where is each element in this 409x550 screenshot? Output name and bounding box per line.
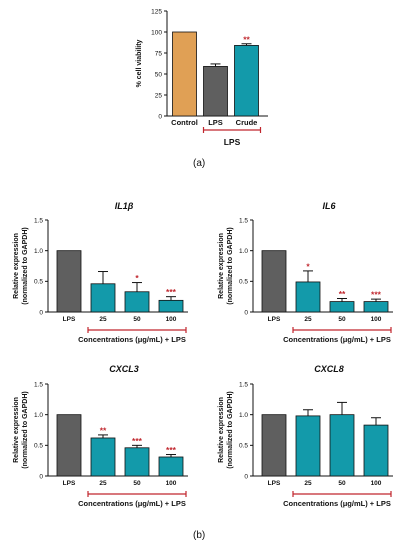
y-axis-label: Relative expression [13, 397, 20, 463]
bar-25 [295, 415, 321, 477]
bar-Crude [234, 45, 259, 117]
bar-25 [90, 437, 116, 477]
y-tick-label: 0.5 [34, 279, 43, 286]
chart-title: IL1β [115, 201, 134, 211]
bar-25 [90, 283, 116, 313]
bar-LPS [261, 250, 287, 313]
bar-LPS [203, 66, 228, 117]
chart-panel-1: 0 25 50 75 100 125 % cell viability Control LPS *… [136, 8, 268, 147]
x-tick-label: 100 [166, 480, 177, 487]
significance-marker: ** [339, 289, 346, 299]
significance-marker: *** [132, 436, 143, 446]
x-tick-label: LPS [268, 480, 281, 487]
y-axis-label-line2: (normalized to GAPDH) [227, 227, 234, 304]
y-tick-label: 1.0 [239, 412, 248, 419]
y-tick-label: 0 [39, 473, 43, 480]
chart-panel-2: IL1β 0 0.5 1.0 1.5 Relative expression (normal… [13, 201, 188, 344]
x-tick-label: 50 [133, 480, 141, 487]
x-tick-label: 50 [338, 316, 346, 323]
x-tick-label: 25 [99, 480, 107, 487]
y-tick-label: 1.0 [34, 248, 43, 255]
x-tick-label: 50 [338, 480, 346, 487]
x-axis-label: Concentrations (μg/mL) + LPS [78, 335, 186, 344]
bar-50 [124, 291, 150, 313]
bar-Control [172, 31, 197, 117]
bar-25 [295, 281, 321, 313]
y-tick-label: 0.5 [34, 443, 43, 450]
y-tick-label: 0 [244, 473, 248, 480]
x-tick-label: 50 [133, 316, 141, 323]
y-axis-label: Relative expression [218, 233, 225, 299]
y-tick-label: 0 [244, 309, 248, 316]
chart-panel-4: CXCL3 0 0.5 1.0 1.5 Relative expression (norma… [13, 364, 188, 508]
x-tick-label: 100 [166, 316, 177, 323]
x-tick-label: 25 [304, 316, 312, 323]
significance-marker: * [135, 273, 139, 283]
significance-marker: ** [100, 425, 107, 435]
y-tick-label: 1.5 [239, 381, 248, 388]
chart-title: CXCL8 [314, 364, 344, 374]
x-tick-label: 100 [371, 316, 382, 323]
y-tick-label: 0.5 [239, 279, 248, 286]
y-axis-label: % cell viability [136, 39, 143, 87]
x-tick-label: Crude [236, 118, 258, 127]
significance-marker: ** [243, 34, 250, 44]
y-tick-label: 1.0 [239, 248, 248, 255]
bar-LPS [261, 414, 287, 477]
chart-title: IL6 [322, 201, 336, 211]
x-tick-label: 25 [99, 316, 107, 323]
bar-100 [158, 299, 184, 313]
bar-100 [363, 301, 389, 313]
x-axis-label: Concentrations (μg/mL) + LPS [283, 335, 391, 344]
x-tick-label: LPS [63, 480, 76, 487]
y-axis-label-line2: (normalized to GAPDH) [22, 391, 29, 468]
y-axis-label-line2: (normalized to GAPDH) [227, 391, 234, 468]
x-tick-label: 100 [371, 480, 382, 487]
y-tick-label: 25 [155, 92, 163, 99]
y-axis-label-line2: (normalized to GAPDH) [22, 227, 29, 304]
y-tick-label: 1.5 [34, 381, 43, 388]
chart-panel-5: CXCL8 0 0.5 1.0 1.5 Relative expression (norma… [218, 364, 393, 508]
y-tick-label: 0 [158, 113, 162, 120]
x-axis-label: Concentrations (μg/mL) + LPS [78, 499, 186, 508]
y-tick-label: 0 [39, 309, 43, 316]
x-tick-label: LPS [208, 118, 223, 127]
significance-marker: *** [371, 290, 382, 300]
significance-marker: *** [166, 287, 177, 297]
chart-panel-3: IL6 0 0.5 1.0 1.5 Relative expression (normali… [218, 201, 393, 344]
bar-50 [329, 414, 355, 477]
caption-a: (a) [193, 158, 206, 169]
bar-50 [329, 301, 355, 313]
x-tick-label: Control [171, 118, 198, 127]
y-tick-label: 125 [151, 8, 162, 15]
bar-100 [363, 424, 389, 477]
y-tick-label: 75 [155, 50, 163, 57]
bar-50 [124, 447, 150, 477]
x-axis-label: Concentrations (μg/mL) + LPS [283, 499, 391, 508]
x-tick-label: LPS [268, 316, 281, 323]
significance-marker: *** [166, 445, 177, 455]
y-tick-label: 1.5 [34, 217, 43, 224]
y-axis-label: Relative expression [218, 397, 225, 463]
significance-marker: * [306, 261, 310, 271]
y-tick-label: 50 [155, 71, 163, 78]
y-tick-label: 0.5 [239, 443, 248, 450]
bar-100 [158, 456, 184, 477]
y-tick-label: 100 [151, 29, 162, 36]
y-tick-label: 1.0 [34, 412, 43, 419]
chart-title: CXCL3 [109, 364, 139, 374]
y-tick-label: 1.5 [239, 217, 248, 224]
x-tick-label: 25 [304, 480, 312, 487]
bar-LPS [56, 250, 82, 313]
y-axis-label: Relative expression [13, 233, 20, 299]
bar-LPS [56, 414, 82, 477]
group-label: LPS [224, 137, 241, 147]
x-tick-label: LPS [63, 316, 76, 323]
caption-b: (b) [193, 530, 206, 541]
